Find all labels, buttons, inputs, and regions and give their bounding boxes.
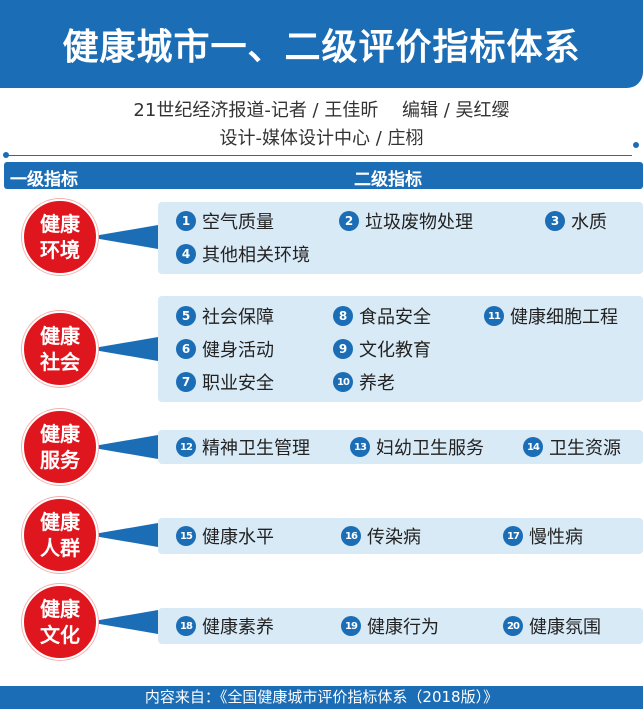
indicator-label: 传染病 [367,527,421,548]
number-badge-icon: 1 [176,211,196,231]
number-badge-icon: 9 [333,339,353,359]
level2-indicator: 9 文化教育 [333,336,431,362]
level2-indicator: 6 健身活动 [176,336,274,362]
number-badge-icon: 16 [341,526,361,546]
number-badge-icon: 14 [523,437,543,457]
level2-indicator: 5 社会保障 [176,303,274,329]
indicator-label: 慢性病 [529,527,583,548]
divider-dot-right [633,142,639,148]
indicator-label: 健身活动 [202,340,274,361]
subindicator-panel [158,296,643,402]
divider-dot-left [3,152,9,158]
number-badge-icon: 10 [333,372,353,392]
indicator-label: 空气质量 [202,212,274,233]
number-badge-icon: 19 [341,616,361,636]
divider [6,155,632,156]
level2-indicator: 15 健康水平 [176,523,274,549]
level1-indicator: 健康 社会 [22,311,98,387]
number-badge-icon: 3 [545,211,565,231]
level2-indicator: 13 妇幼卫生服务 [350,434,484,460]
indicator-label: 健康素养 [202,617,274,638]
column-header: 一级指标 二级指标 [4,162,643,190]
level2-indicator: 16 传染病 [341,523,421,549]
indicator-label: 其他相关环境 [202,245,310,266]
number-badge-icon: 8 [333,306,353,326]
connector-wedge [88,523,158,547]
page-title: 健康城市一、二级评价指标体系 [62,27,581,68]
subindicator-panel [158,518,643,554]
indicator-label: 精神卫生管理 [202,438,310,459]
level1-indicator: 健康 服务 [22,409,98,485]
level2-indicator: 10 养老 [333,369,395,395]
title-banner: 健康城市一、二级评价指标体系 [0,0,643,88]
number-badge-icon: 4 [176,244,196,264]
header-level1: 一级指标 [10,170,78,190]
level1-indicator: 健康 人群 [22,497,98,573]
level2-indicator: 14 卫生资源 [523,434,621,460]
indicator-label: 健康水平 [202,527,274,548]
connector-wedge [88,435,158,459]
indicator-label: 健康行为 [367,617,439,638]
number-badge-icon: 5 [176,306,196,326]
level2-indicator: 2 垃圾废物处理 [339,208,473,234]
number-badge-icon: 11 [484,306,504,326]
connector-wedge [88,225,158,249]
indicator-label: 垃圾废物处理 [365,212,473,233]
subindicator-panel [158,608,643,644]
level2-indicator: 7 职业安全 [176,369,274,395]
level2-indicator: 1 空气质量 [176,208,274,234]
level1-indicator: 健康 文化 [22,584,98,660]
number-badge-icon: 15 [176,526,196,546]
number-badge-icon: 17 [503,526,523,546]
level2-indicator: 17 慢性病 [503,523,583,549]
connector-wedge [88,337,158,361]
level2-indicator: 11 健康细胞工程 [484,303,618,329]
level2-indicator: 12 精神卫生管理 [176,434,310,460]
header-level2: 二级指标 [354,170,422,190]
number-badge-icon: 7 [176,372,196,392]
indicator-label: 卫生资源 [549,438,621,459]
indicator-label: 健康细胞工程 [510,307,618,328]
indicator-label: 健康氛围 [529,617,601,638]
indicator-label: 养老 [359,373,395,394]
level2-indicator: 20 健康氛围 [503,613,601,639]
connector-wedge [88,610,158,634]
indicator-label: 社会保障 [202,307,274,328]
number-badge-icon: 18 [176,616,196,636]
level1-indicator: 健康 环境 [22,199,98,275]
subindicator-panel [158,430,643,464]
number-badge-icon: 2 [339,211,359,231]
number-badge-icon: 13 [350,437,370,457]
level2-indicator: 18 健康素养 [176,613,274,639]
indicator-label: 文化教育 [359,340,431,361]
indicator-label: 水质 [571,212,607,233]
level2-indicator: 8 食品安全 [333,303,431,329]
level2-indicator: 19 健康行为 [341,613,439,639]
number-badge-icon: 12 [176,437,196,457]
byline-credits: 21世纪经济报道-记者 / 王佳昕 编辑 / 吴红缨 [133,100,510,121]
byline-design: 设计-媒体设计中心 / 庄栩 [219,128,424,149]
level2-indicator: 3 水质 [545,208,607,234]
number-badge-icon: 20 [503,616,523,636]
number-badge-icon: 6 [176,339,196,359]
indicator-label: 妇幼卫生服务 [376,438,484,459]
level2-indicator: 4 其他相关环境 [176,241,310,267]
indicator-label: 职业安全 [202,373,274,394]
indicator-label: 食品安全 [359,307,431,328]
source-footer: 内容来自：《全国健康城市评价指标体系（2018版）》 [0,686,643,709]
